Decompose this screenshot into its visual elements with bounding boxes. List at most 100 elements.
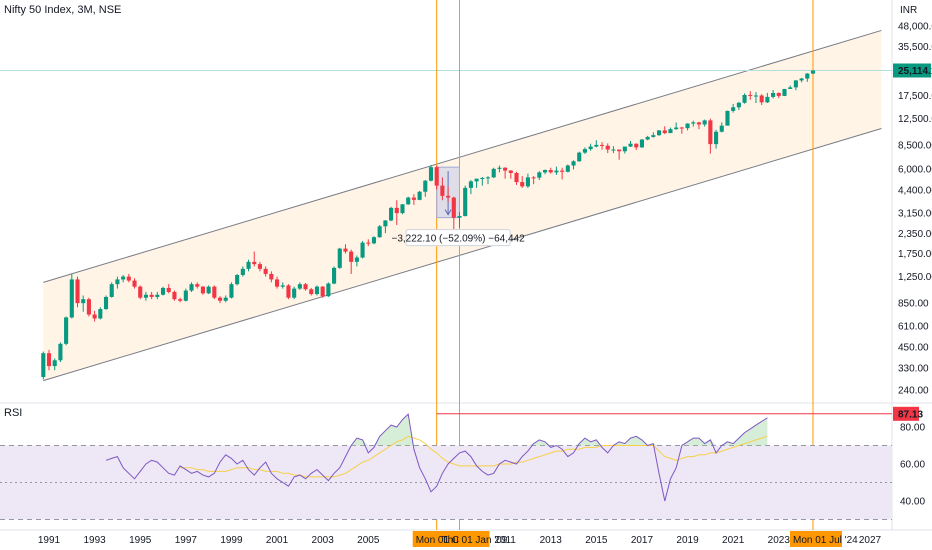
price-tick-label: 17,500.00 (898, 91, 932, 102)
candle-body (617, 149, 622, 152)
time-tick-label: 2017 (631, 535, 654, 546)
current-date-badge[interactable] (789, 531, 842, 547)
candle-body (474, 178, 479, 182)
candle-body (326, 283, 331, 297)
candle-body (160, 287, 166, 295)
candle-body (86, 299, 91, 315)
price-tick-label: 35,500.00 (898, 42, 932, 53)
price-tick-label: 48,000.00 (898, 22, 932, 33)
candle-body (480, 178, 485, 180)
candle-body (75, 279, 80, 304)
time-tick-label: 1995 (129, 535, 152, 546)
candle-body (189, 284, 194, 291)
candle-body (702, 120, 707, 125)
candle-body (252, 261, 257, 265)
candle-body (605, 145, 610, 150)
candle-body (132, 280, 137, 287)
candle-body (149, 294, 154, 297)
rsi-overbought-fill (106, 414, 768, 446)
candle-body (457, 216, 462, 218)
candle-body (691, 122, 696, 124)
price-tick-label: 610.00 (898, 321, 929, 332)
range-badge[interactable] (412, 531, 490, 547)
candle-body (383, 220, 388, 227)
time-tick-label: 1997 (175, 535, 198, 546)
candle-body (217, 297, 223, 301)
candle-body (645, 136, 650, 140)
time-tick-label: 2003 (312, 535, 335, 546)
candle-body (748, 94, 753, 96)
candle-body (771, 93, 776, 97)
candle-body (685, 123, 690, 129)
candle-body (303, 284, 308, 290)
time-tick-label: 2023 (768, 535, 791, 546)
rsi-tick-label: 40.00 (900, 497, 925, 508)
measure-label: −3,222.10 (−52.09%) −64,442 (392, 234, 526, 245)
candle-body (446, 195, 451, 198)
candle-body (360, 242, 365, 258)
candle-body (799, 78, 804, 81)
candle-body (696, 122, 702, 125)
last-price-badge[interactable] (893, 63, 931, 78)
candle-body (292, 288, 297, 298)
candle-body (92, 314, 97, 319)
candle-body (759, 95, 764, 103)
rsi-value-badge[interactable] (893, 406, 919, 421)
price-tick-label: 4,400.00 (898, 186, 932, 197)
candle-body (46, 353, 52, 367)
candle-body (594, 144, 599, 147)
candle-body (138, 286, 143, 298)
candle-body (64, 317, 69, 344)
candle-body (269, 273, 274, 280)
candle-body (275, 279, 280, 287)
candle-body (434, 167, 439, 186)
channel-lower-line[interactable] (43, 127, 882, 382)
time-axis[interactable]: 1991 1993 1995 1997 1999 2001 2003 2005 2011 2013… (38, 531, 882, 547)
candle-body (788, 87, 793, 89)
price-tick-label: 240.00 (898, 386, 929, 397)
time-tick-label: 1993 (83, 535, 106, 546)
time-tick-label: 2015 (585, 535, 608, 546)
candle-body (103, 296, 109, 310)
candle-body (656, 130, 662, 136)
candle-body (58, 343, 63, 361)
rsi-pane (0, 413, 892, 520)
candle-body (451, 197, 456, 218)
regression-channel[interactable] (0, 29, 892, 382)
candle-body (571, 161, 576, 166)
vertical-markers[interactable] (436, 0, 814, 530)
candle-body (246, 261, 251, 269)
candle-body (109, 284, 114, 297)
candle-body (257, 264, 263, 269)
candle-body (628, 143, 633, 147)
candle-body (314, 286, 320, 295)
candle-body (98, 309, 103, 319)
candle-body (810, 70, 816, 74)
candle-body (765, 96, 770, 103)
candle-body (235, 274, 240, 285)
candle-body (542, 170, 548, 173)
candle-body (343, 248, 348, 252)
last-price-label: 25,114.10 (898, 66, 932, 77)
candle-body (508, 170, 513, 173)
candle-body (371, 237, 377, 244)
candle-body (417, 191, 422, 200)
candle-body (263, 268, 268, 274)
candle-body (588, 146, 593, 150)
rsi-line (105, 413, 768, 502)
candle-body (428, 167, 434, 181)
candle-body (719, 125, 724, 132)
candle-body (793, 80, 798, 88)
candle-body (332, 267, 337, 284)
time-tick-label: 2011 (494, 535, 516, 546)
candle-body (81, 299, 86, 304)
channel-upper-line[interactable] (43, 29, 882, 283)
rsi-tick-label: 60.00 (900, 460, 925, 471)
candle-body (668, 129, 673, 134)
price-axis[interactable]: 48,000.00 35,500.00 17,500.00 12,500.00 8,50… (893, 5, 932, 508)
time-tick-label: 2005 (357, 535, 380, 546)
marker-date-current: Mon 01 Jul '24 (793, 535, 858, 546)
rsi-value-label: 87.13 (898, 409, 923, 420)
candle-body (406, 197, 411, 205)
